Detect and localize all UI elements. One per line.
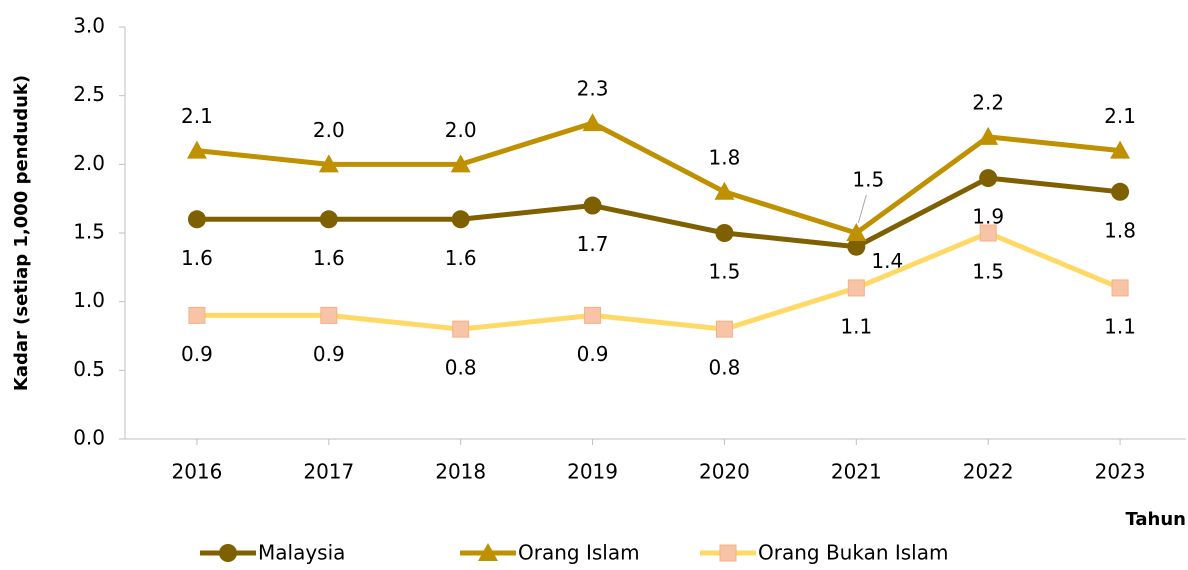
y-tick-label: 1.5 (73, 220, 105, 244)
data-point (319, 210, 338, 229)
y-tick-label: 1.0 (73, 288, 105, 312)
data-point (584, 306, 602, 324)
data-point (187, 210, 206, 229)
data-label: 1.1 (840, 314, 872, 338)
y-tick-label: 0.0 (73, 426, 105, 450)
y-axis-title: Kadar (setiap 1,000 penduduk) (11, 75, 32, 391)
x-tick-label: 2022 (963, 460, 1014, 484)
legend-label: Malaysia (258, 541, 345, 565)
data-point (714, 181, 735, 200)
data-label: 1.5 (852, 168, 884, 192)
legend-marker (478, 543, 498, 561)
data-label: 0.8 (709, 356, 741, 380)
x-tick-label: 2021 (831, 460, 882, 484)
x-axis-title: Tahun (1125, 509, 1186, 530)
y-tick-label: 3.0 (73, 14, 105, 38)
x-tick-label: 2023 (1095, 460, 1146, 484)
legend-marker (219, 544, 237, 562)
x-tick-label: 2017 (303, 460, 354, 484)
data-point (979, 224, 997, 242)
data-point (847, 279, 865, 297)
data-label: 1.6 (181, 246, 213, 270)
x-tick-label: 2020 (699, 460, 750, 484)
data-label: 2.1 (181, 104, 213, 128)
data-label: 1.8 (1104, 218, 1136, 242)
data-label: 0.9 (577, 342, 609, 366)
data-label: 1.5 (972, 260, 1004, 284)
data-label: 1.5 (709, 260, 741, 284)
data-label: 2.1 (1104, 104, 1136, 128)
data-point (452, 320, 470, 338)
data-point (450, 154, 471, 173)
y-tick-label: 2.5 (73, 82, 105, 106)
y-tick-label: 0.5 (73, 357, 105, 381)
data-point (188, 306, 206, 324)
data-point (320, 306, 338, 324)
data-label: 0.8 (445, 356, 477, 380)
x-tick-label: 2018 (435, 460, 486, 484)
data-label: 2.3 (577, 77, 609, 101)
x-tick-label: 2019 (567, 460, 618, 484)
data-point (715, 224, 734, 242)
data-label: 1.8 (709, 145, 741, 169)
data-point (847, 237, 866, 256)
data-point (582, 113, 603, 132)
data-point (451, 210, 470, 229)
data-label: 2.2 (972, 90, 1004, 114)
data-point (1111, 279, 1129, 297)
legend-marker (719, 544, 737, 562)
data-point (1110, 140, 1131, 159)
data-label: 2.0 (313, 118, 345, 142)
data-label: 1.1 (1104, 314, 1136, 338)
series-line (196, 230, 1122, 332)
legend-label: Orang Bukan Islam (758, 541, 948, 565)
data-point (978, 126, 999, 145)
data-point (318, 154, 339, 173)
data-label: 2.0 (445, 118, 477, 142)
data-point (186, 140, 207, 159)
data-point (715, 320, 733, 338)
y-tick-label: 2.0 (73, 151, 105, 175)
data-point (583, 196, 602, 215)
data-point (846, 223, 867, 241)
legend-label: Orang Islam (518, 541, 640, 565)
series-line (196, 175, 1121, 250)
data-point (1111, 182, 1130, 201)
data-label: 0.9 (313, 342, 345, 366)
data-label: 1.6 (313, 246, 345, 270)
series-line (196, 120, 1121, 236)
data-label: 1.7 (577, 232, 609, 256)
data-point (979, 169, 998, 188)
x-tick-label: 2016 (171, 460, 222, 484)
data-label: 0.9 (181, 342, 213, 366)
leader-line (857, 194, 867, 224)
data-label: 1.6 (445, 246, 477, 270)
